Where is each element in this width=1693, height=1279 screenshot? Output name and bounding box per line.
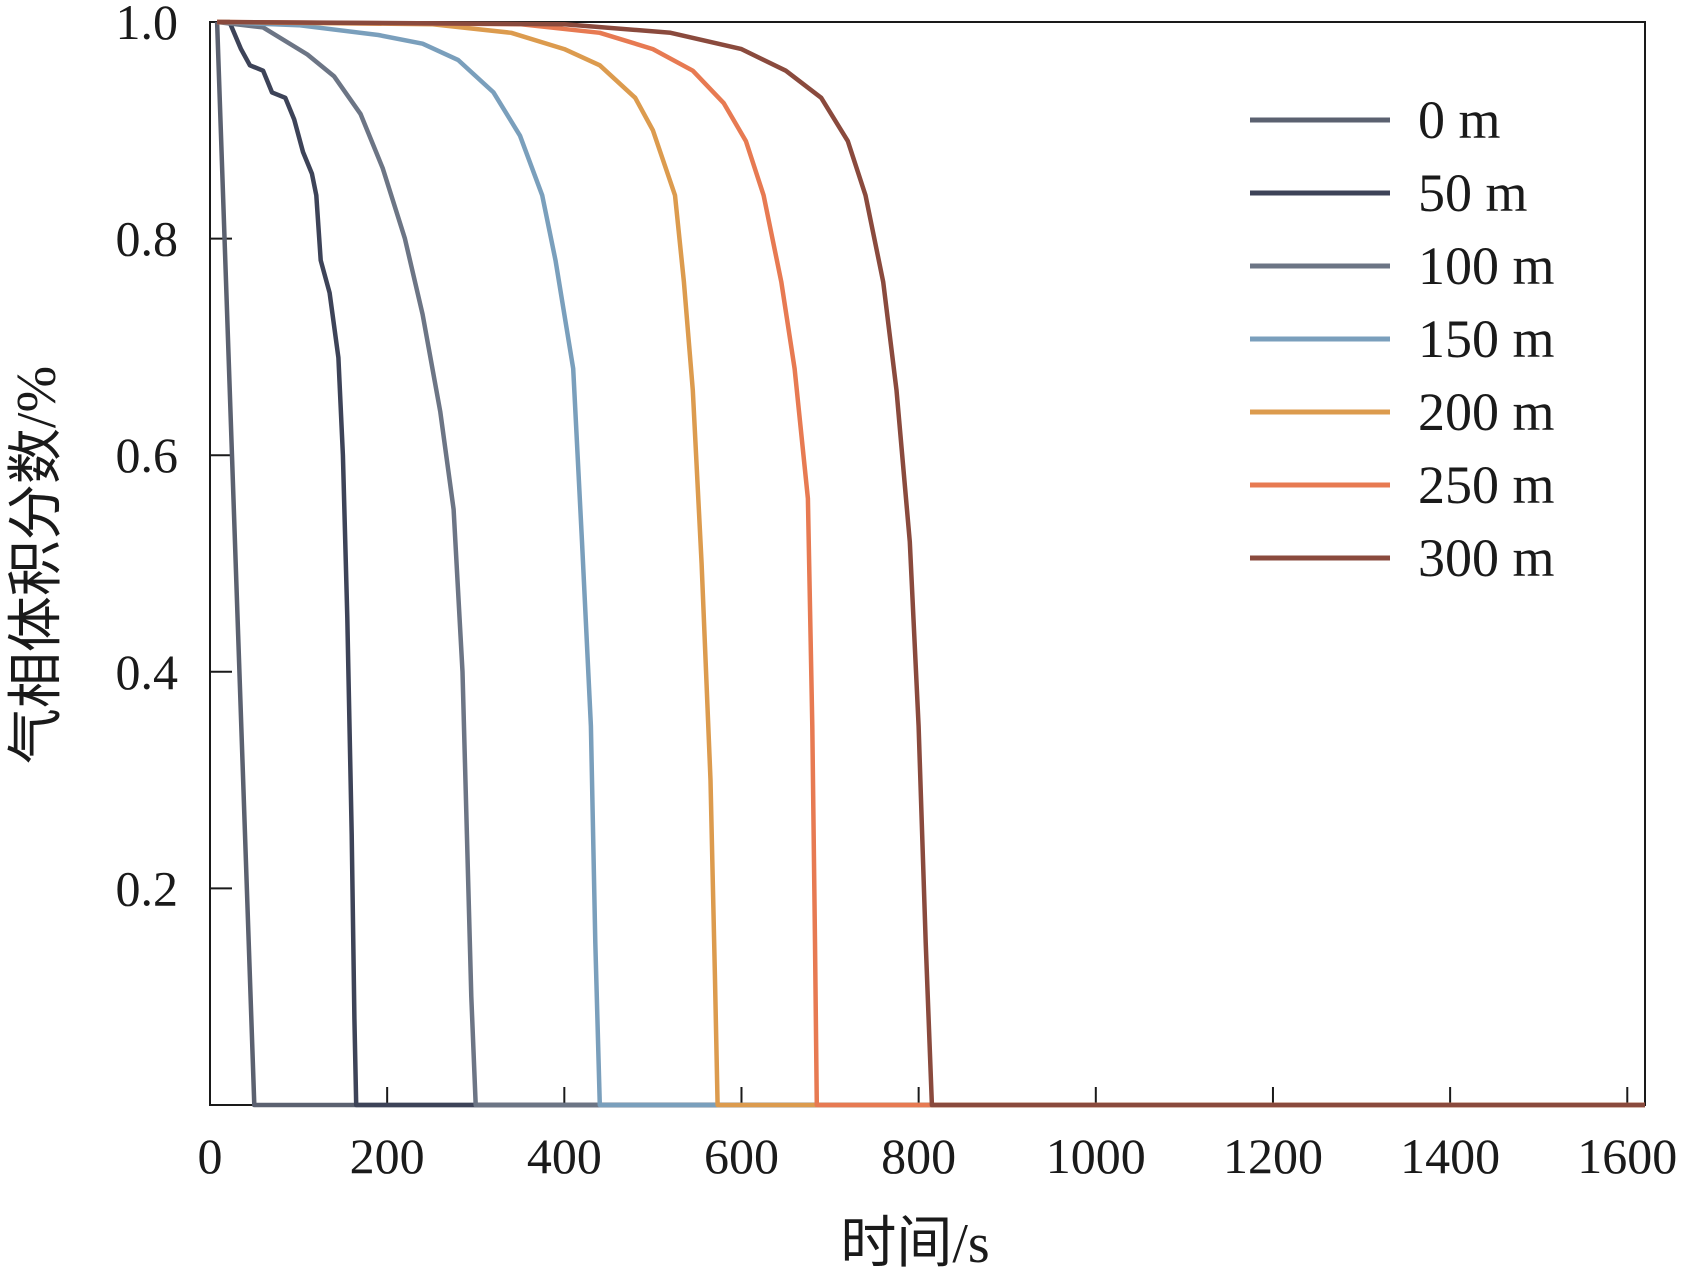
x-tick-label: 1600 xyxy=(1577,1128,1677,1184)
legend-label: 250 m xyxy=(1418,455,1555,515)
legend-label: 50 m xyxy=(1418,163,1528,223)
x-tick-label: 200 xyxy=(350,1128,425,1184)
series-line-50-m xyxy=(217,19,1645,1108)
series-line-100-m xyxy=(216,19,1645,1108)
series-line-200-m xyxy=(217,19,1645,1108)
y-axis-label: 气相体积分数/% xyxy=(6,366,68,764)
series-lines xyxy=(214,19,1645,1108)
x-tick-label: 1400 xyxy=(1400,1128,1500,1184)
x-tick-label: 400 xyxy=(527,1128,602,1184)
y-tick-label: 0.4 xyxy=(116,644,179,700)
y-tick-label: 1.0 xyxy=(116,0,179,50)
x-tick-label: 1000 xyxy=(1046,1128,1146,1184)
legend: 0 m 50 m 100 m 150 m 200 m 250 m 300 m xyxy=(1250,90,1555,588)
y-tick-label: 0.2 xyxy=(116,860,179,916)
legend-label: 200 m xyxy=(1418,382,1555,442)
y-tick-label: 0.8 xyxy=(116,211,179,267)
x-tick-label: 600 xyxy=(704,1128,779,1184)
legend-label: 100 m xyxy=(1418,236,1555,296)
x-axis-label: 时间/s xyxy=(840,1213,989,1275)
series-line-150-m xyxy=(217,19,1645,1108)
x-tick-label: 800 xyxy=(881,1128,956,1184)
series-line-250-m xyxy=(217,19,1645,1108)
axis-ticks: 0 200 400 600 800 1000 1200 1400 1600 0.2 0.4 0.6 0.… xyxy=(116,0,1678,1184)
series-line-300-m xyxy=(217,19,1645,1108)
x-tick-label: 1200 xyxy=(1223,1128,1323,1184)
legend-label: 150 m xyxy=(1418,309,1555,369)
legend-label: 0 m xyxy=(1418,90,1501,150)
legend-label: 300 m xyxy=(1418,528,1555,588)
y-tick-label: 0.6 xyxy=(116,427,179,483)
x-tick-label: 0 xyxy=(198,1128,223,1184)
